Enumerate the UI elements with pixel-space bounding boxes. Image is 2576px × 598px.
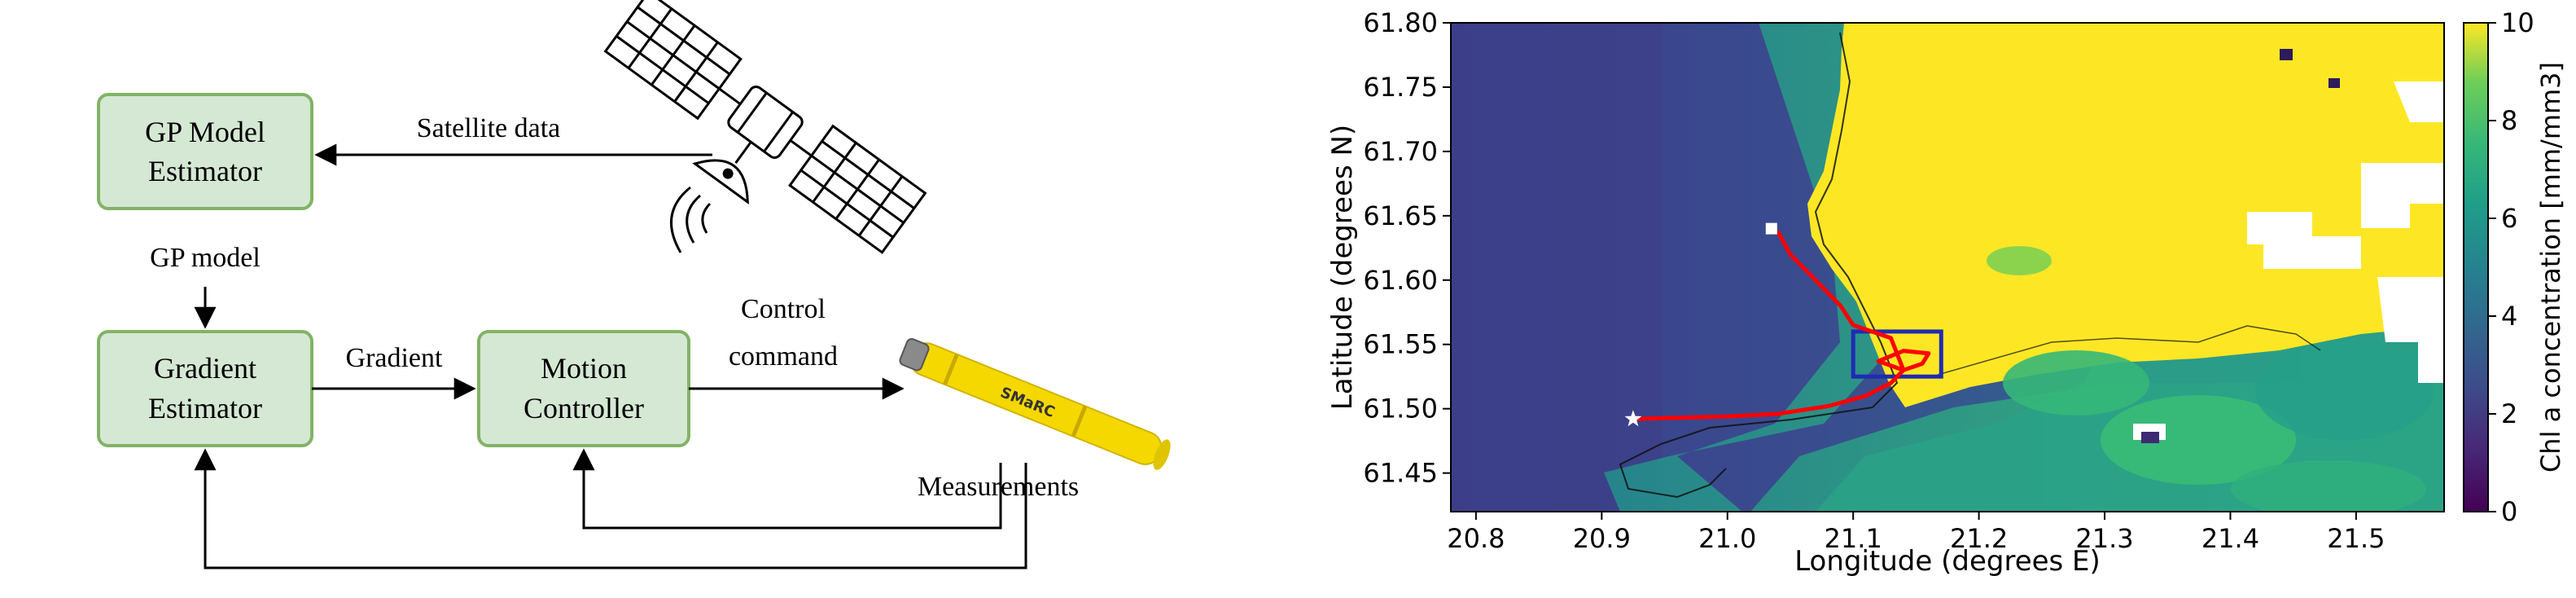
gradient-estimator-block: Gradient Estimator xyxy=(97,330,313,447)
y-tick-label: 61.45 xyxy=(1363,458,1438,489)
heatmap-field xyxy=(1451,23,2444,512)
y-tick-label: 61.65 xyxy=(1363,200,1438,231)
colorbar-label: Chl a concentration [mm/mm3] xyxy=(2535,62,2566,473)
x-tick-label: 21.5 xyxy=(2327,523,2385,554)
trajectory-line xyxy=(1632,230,1931,421)
colorbar-ticks: 0 2 4 6 8 10 xyxy=(2488,7,2534,527)
x-tick-label: 20.8 xyxy=(1447,523,1505,554)
bloom-region xyxy=(1807,23,2444,407)
x-tick-label: 21.2 xyxy=(1950,523,2008,554)
x-axis-label: Longitude (degrees E) xyxy=(1794,545,2101,578)
colorbar-tick-label: 0 xyxy=(2501,496,2517,527)
control-command-line1: Control xyxy=(741,294,826,324)
x-tick-label: 20.9 xyxy=(1573,523,1631,554)
gradient-estimator-line1: Gradient xyxy=(154,352,256,385)
gp-model-estimator-block: GP Model Estimator xyxy=(97,93,313,210)
y-tick-label: 61.80 xyxy=(1363,7,1438,38)
x-tick-label: 21.0 xyxy=(1698,523,1756,554)
chl-map: 20.8 20.9 21.0 21.1 21.2 21.3 21.4 21.5 61.4561… xyxy=(1326,7,2566,578)
motion-controller-line1: Motion xyxy=(541,352,627,385)
measurements-label: Measurements xyxy=(918,472,1079,502)
feedback-to-motion-controller xyxy=(572,448,1002,530)
y-tick-label: 61.60 xyxy=(1363,265,1438,296)
motion-controller-line2: Controller xyxy=(524,392,644,424)
y-tick-label: 61.70 xyxy=(1363,136,1438,167)
start-marker-star xyxy=(1624,410,1642,427)
gp-model-label: GP model xyxy=(150,243,261,273)
colorbar-tick-label: 10 xyxy=(2501,7,2534,38)
gp-estimator-line1: GP Model xyxy=(145,116,265,148)
x-tick-label: 21.1 xyxy=(1825,523,1882,554)
end-marker-square xyxy=(1765,222,1777,235)
gradient-estimator-line2: Estimator xyxy=(148,392,262,424)
gradient-label: Gradient xyxy=(346,343,444,373)
trajectory-overlay xyxy=(1624,222,1943,427)
colorbar-tick-label: 4 xyxy=(2501,301,2517,332)
control-command-line2: command xyxy=(729,341,838,372)
motion-controller-block: Motion Controller xyxy=(477,330,690,447)
y-tick-label: 61.75 xyxy=(1363,72,1438,103)
colorbar-tick-label: 8 xyxy=(2501,105,2517,136)
y-axis-label: Latitude (degrees N) xyxy=(1326,125,1359,410)
x-axis: 20.8 20.9 21.0 21.1 21.2 21.3 21.4 21.5 xyxy=(1447,512,2385,554)
y-tick-label: 61.50 xyxy=(1363,394,1438,424)
y-axis: 61.45 61.50 61.55 61.60 61.65 61.70 61.75 61.80 xyxy=(1363,7,1451,489)
colorbar: 0 2 4 6 8 10 Chl a concentration [mm/mm3] xyxy=(2463,7,2566,527)
satellite-data-label: Satellite data xyxy=(417,113,561,143)
feedback-to-gradient-estimator xyxy=(194,448,1027,569)
x-tick-label: 21.4 xyxy=(2201,523,2259,554)
x-tick-label: 21.3 xyxy=(2075,523,2133,554)
colorbar-tick-label: 6 xyxy=(2501,203,2517,234)
plot-frame xyxy=(1450,22,2445,512)
satellite-icon xyxy=(603,0,927,254)
y-tick-label: 61.55 xyxy=(1363,329,1438,360)
colorbar-tick-label: 2 xyxy=(2501,398,2517,429)
vehicle-icon: SMaRC xyxy=(899,338,1171,470)
block-diagram: GP Model Estimator Gradient Estimator Mo… xyxy=(97,0,1171,569)
gp-estimator-line2: Estimator xyxy=(148,155,262,187)
